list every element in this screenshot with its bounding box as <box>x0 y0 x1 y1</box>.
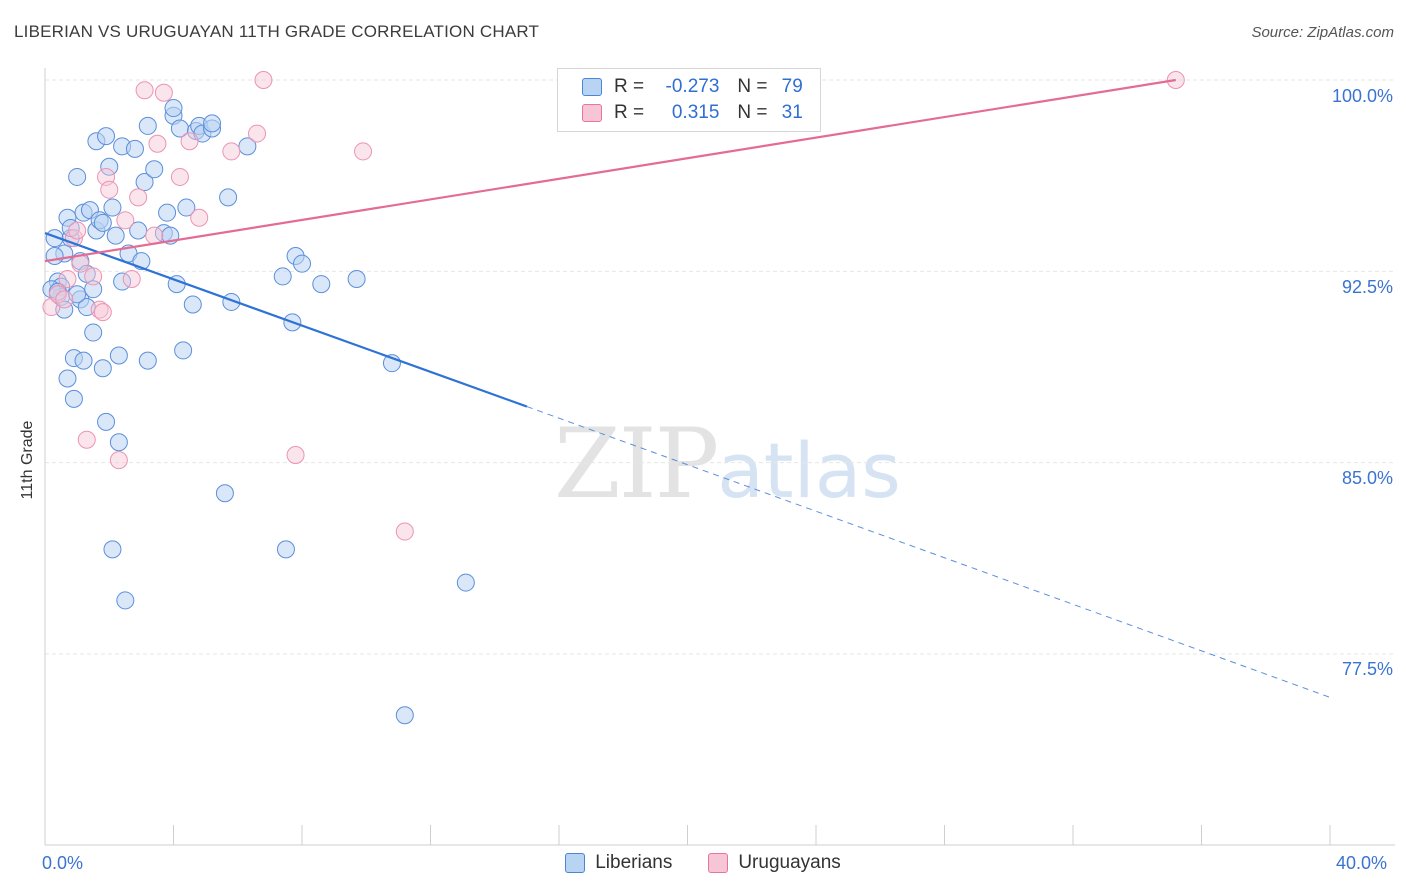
point-uruguayans <box>135 81 154 100</box>
series-legend: Liberians Uruguayans <box>0 852 1406 874</box>
point-uruguayans <box>254 71 273 89</box>
n-label: N = <box>737 102 768 123</box>
source-label: Source: ZipAtlas.com <box>1251 24 1394 41</box>
point-liberians <box>93 359 112 378</box>
point-liberians <box>74 351 93 370</box>
point-uruguayans <box>100 180 119 199</box>
point-liberians <box>68 167 87 186</box>
point-uruguayans <box>122 269 141 288</box>
point-uruguayans <box>93 303 112 322</box>
point-uruguayans <box>129 188 148 207</box>
chart-title: LIBERIAN VS URUGUAYAN 11TH GRADE CORRELA… <box>14 22 540 41</box>
point-liberians <box>158 203 177 222</box>
point-uruguayans <box>109 451 128 470</box>
legend-label-liberians: Liberians <box>595 852 673 873</box>
trendline-liberians <box>44 232 528 408</box>
point-liberians <box>116 591 135 610</box>
point-uruguayans <box>222 142 241 161</box>
point-uruguayans <box>77 430 96 449</box>
legend-swatch-liberians <box>565 853 586 873</box>
point-uruguayans <box>180 132 199 151</box>
point-uruguayans <box>395 522 414 541</box>
point-uruguayans <box>248 124 267 143</box>
legend-label-uruguayans: Uruguayans <box>738 852 841 873</box>
point-liberians <box>93 213 112 232</box>
point-liberians <box>273 267 292 286</box>
legend-item-liberians[interactable]: Liberians <box>565 852 672 874</box>
stats-row-liberians: R = -0.273 N = 79 <box>582 75 803 99</box>
point-uruguayans <box>90 300 109 319</box>
point-liberians <box>177 198 196 217</box>
y-tick-85-0: 85.0% <box>1341 468 1393 488</box>
point-liberians <box>276 540 295 559</box>
n-label: N = <box>737 76 768 97</box>
point-uruguayans <box>148 134 167 153</box>
point-liberians <box>312 275 331 294</box>
point-liberians <box>238 137 257 156</box>
r-value-uruguayans: 0.315 <box>671 102 720 123</box>
point-liberians <box>125 139 144 158</box>
y-tick-77-5: 77.5% <box>1341 659 1393 679</box>
point-liberians <box>293 254 311 273</box>
n-value-uruguayans: 31 <box>781 102 803 123</box>
x-tick-max: 40.0% <box>1336 853 1388 873</box>
point-uruguayans <box>354 142 373 161</box>
point-liberians <box>45 247 64 266</box>
point-liberians <box>203 114 222 133</box>
point-liberians <box>109 346 128 365</box>
point-uruguayans <box>286 446 305 465</box>
point-liberians <box>219 188 238 207</box>
point-uruguayans <box>84 267 103 286</box>
point-liberians <box>97 127 116 146</box>
trendline-uruguayans <box>44 78 1176 263</box>
y-tick-92-5: 92.5% <box>1341 277 1393 297</box>
point-liberians <box>138 116 157 135</box>
point-uruguayans <box>154 83 173 102</box>
point-uruguayans <box>68 221 87 240</box>
point-liberians <box>106 226 125 245</box>
r-label: R = <box>614 76 645 97</box>
legend-swatch-uruguayans <box>708 853 729 873</box>
point-liberians <box>103 540 122 559</box>
point-liberians <box>84 280 103 299</box>
point-liberians <box>138 351 157 370</box>
stats-row-uruguayans: R = 0.315 N = 31 <box>582 101 803 125</box>
stats-legend: R = -0.273 N = 79 R = 0.315 N = 31 <box>557 68 821 132</box>
watermark-atlas: atlas <box>717 426 901 515</box>
point-liberians <box>129 221 148 240</box>
point-uruguayans <box>71 254 90 273</box>
point-liberians <box>174 341 193 360</box>
legend-item-uruguayans[interactable]: Uruguayans <box>708 852 841 874</box>
point-uruguayans <box>58 269 77 288</box>
point-uruguayans <box>190 208 209 227</box>
point-liberians <box>64 389 83 408</box>
point-liberians <box>84 323 103 342</box>
point-liberians <box>103 198 122 217</box>
point-liberians <box>456 573 475 592</box>
point-liberians <box>109 433 128 452</box>
point-liberians <box>97 412 116 431</box>
point-liberians <box>183 295 202 314</box>
point-liberians <box>135 173 154 192</box>
x-tick-min: 0.0% <box>42 853 84 873</box>
y-tick-100-0: 100.0% <box>1331 86 1393 106</box>
point-uruguayans <box>170 167 189 186</box>
point-liberians <box>164 99 183 118</box>
point-liberians <box>215 484 234 503</box>
point-liberians <box>58 369 77 388</box>
point-liberians <box>395 706 414 725</box>
point-uruguayans <box>116 211 135 230</box>
point-liberians <box>100 157 119 176</box>
point-liberians <box>347 269 366 288</box>
n-value-liberians: 79 <box>781 76 803 97</box>
point-liberians <box>145 160 164 179</box>
point-uruguayans <box>55 290 74 309</box>
watermark: ZIPatlas <box>554 408 901 520</box>
liberians-swatch <box>582 78 602 96</box>
uruguayans-swatch <box>582 104 602 122</box>
r-label: R = <box>614 102 645 123</box>
r-value-liberians: -0.273 <box>665 76 720 97</box>
